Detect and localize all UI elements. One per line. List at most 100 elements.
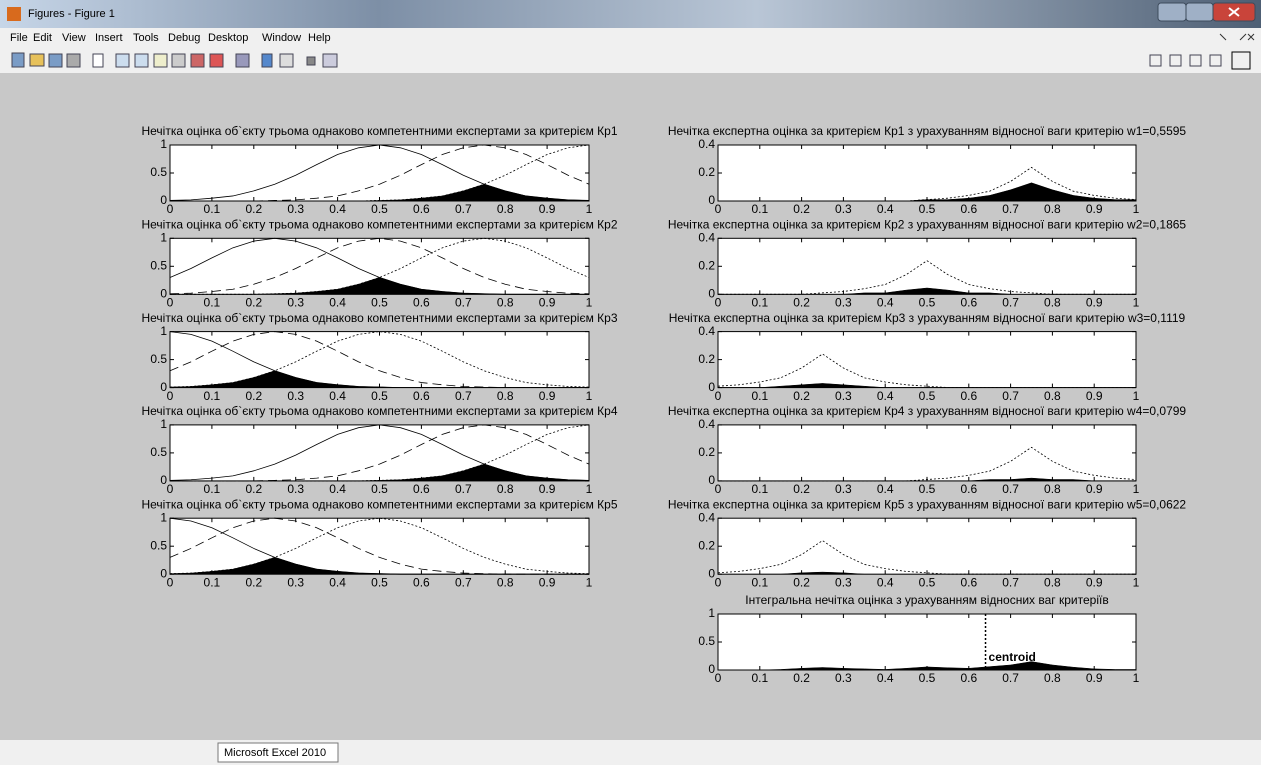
x-tick-label: 1	[586, 575, 593, 589]
x-tick-label: 0.2	[245, 202, 262, 216]
x-tick-label: 0.8	[1044, 671, 1061, 685]
x-tick-label: 0.8	[497, 389, 514, 403]
y-tick-label: 0	[160, 566, 167, 580]
menu-item[interactable]: View	[62, 32, 86, 44]
window-title: Figures - Figure 1	[28, 8, 115, 20]
menu-item[interactable]: Debug	[168, 32, 200, 44]
x-tick-label: 0.8	[1044, 482, 1061, 496]
x-tick-label: 0.5	[919, 202, 936, 216]
y-tick-label: 0	[708, 473, 715, 487]
y-tick-label: 0.5	[150, 445, 167, 459]
x-tick-label: 0.9	[1086, 575, 1103, 589]
x-tick-label: 0.3	[287, 202, 304, 216]
x-tick-label: 0.2	[245, 389, 262, 403]
menu-item[interactable]: Window	[262, 32, 301, 44]
x-tick-label: 0.1	[204, 389, 221, 403]
x-tick-label: 0.9	[539, 389, 556, 403]
x-tick-label: 0.5	[371, 575, 388, 589]
maximize-button[interactable]	[1186, 3, 1213, 21]
x-tick-label: 0.2	[793, 389, 810, 403]
x-tick-label: 0.6	[960, 295, 977, 309]
y-tick-label: 1	[708, 606, 715, 620]
centroid-label: centroid	[989, 650, 1036, 664]
menu-item[interactable]: Help	[308, 32, 331, 44]
x-tick-label: 0.3	[835, 202, 852, 216]
toolbar	[0, 47, 1261, 73]
x-tick-label: 0.6	[413, 482, 430, 496]
x-tick-label: 0.2	[793, 671, 810, 685]
x-tick-label: 1	[1133, 202, 1140, 216]
x-tick-label: 0	[167, 575, 174, 589]
x-tick-label: 0.1	[204, 482, 221, 496]
axes-background	[718, 238, 1136, 294]
x-tick-label: 0.4	[329, 202, 346, 216]
x-tick-label: 0.4	[877, 575, 894, 589]
x-tick-label: 0.7	[1002, 482, 1019, 496]
x-tick-label: 0	[715, 575, 722, 589]
y-tick-label: 0.5	[150, 538, 167, 552]
axes-background	[170, 425, 589, 481]
x-tick-label: 0	[715, 295, 722, 309]
chart-title: Нечітка експертна оцінка за критерієм Кр…	[668, 217, 1187, 231]
x-tick-label: 0	[167, 389, 174, 403]
chart-title: Нечітка оцінка об`єкту трьома однаково к…	[141, 124, 617, 138]
chart-title: Нечітка оцінка об`єкту трьома однаково к…	[141, 497, 617, 511]
x-tick-label: 0	[715, 482, 722, 496]
x-tick-label: 0.7	[1002, 295, 1019, 309]
title-bar	[0, 0, 1261, 28]
x-tick-label: 0	[167, 295, 174, 309]
x-tick-label: 0.4	[877, 202, 894, 216]
x-tick-label: 0.2	[793, 482, 810, 496]
x-tick-label: 0.8	[497, 295, 514, 309]
x-tick-label: 1	[586, 295, 593, 309]
x-tick-label: 0.4	[329, 575, 346, 589]
y-tick-label: 0.5	[150, 258, 167, 272]
x-tick-label: 0.3	[835, 671, 852, 685]
x-tick-label: 0.6	[960, 389, 977, 403]
x-tick-label: 0.9	[1086, 389, 1103, 403]
x-tick-label: 0.8	[1044, 202, 1061, 216]
y-tick-label: 0	[708, 566, 715, 580]
y-tick-label: 0	[160, 286, 167, 300]
axes-background	[718, 518, 1136, 574]
x-tick-label: 0.5	[919, 482, 936, 496]
menu-item[interactable]: File	[10, 32, 28, 44]
menu-item[interactable]: Tools	[133, 32, 159, 44]
x-tick-label: 0.9	[1086, 295, 1103, 309]
x-tick-label: 0.9	[1086, 671, 1103, 685]
x-tick-label: 0.5	[919, 671, 936, 685]
chart-title: Нечітка експертна оцінка за критерієм Кр…	[668, 124, 1187, 138]
axes-background	[718, 425, 1136, 481]
axes-background	[170, 332, 589, 388]
y-tick-label: 0	[160, 473, 167, 487]
y-tick-label: 0.2	[698, 258, 715, 272]
x-tick-label: 0.6	[960, 575, 977, 589]
x-tick-label: 0.3	[287, 482, 304, 496]
y-tick-label: 0.4	[698, 510, 715, 524]
x-tick-label: 0.7	[1002, 671, 1019, 685]
x-tick-label: 0.2	[793, 295, 810, 309]
x-tick-label: 0.3	[287, 389, 304, 403]
menu-item[interactable]: Edit	[33, 32, 52, 44]
x-tick-label: 0.6	[413, 575, 430, 589]
y-tick-label: 0	[708, 380, 715, 394]
x-tick-label: 0.5	[919, 575, 936, 589]
menu-item[interactable]: Desktop	[208, 32, 248, 44]
chart-title: Нечітка оцінка об`єкту трьома однаково к…	[141, 311, 617, 325]
x-tick-label: 0.1	[751, 671, 768, 685]
y-tick-label: 1	[160, 510, 167, 524]
x-tick-label: 0.5	[371, 482, 388, 496]
y-tick-label: 0.4	[698, 137, 715, 151]
x-tick-label: 0.1	[751, 295, 768, 309]
chart-title: Нечітка експертна оцінка за критерієм Кр…	[669, 311, 1186, 325]
status-bar	[0, 740, 1261, 765]
y-tick-label: 0	[708, 286, 715, 300]
y-tick-label: 1	[160, 417, 167, 431]
x-tick-label: 0.5	[371, 389, 388, 403]
minimize-button[interactable]	[1158, 3, 1186, 21]
axes-background	[718, 332, 1136, 388]
y-tick-label: 1	[160, 137, 167, 151]
x-tick-label: 0.6	[413, 202, 430, 216]
menu-item[interactable]: Insert	[95, 32, 123, 44]
x-tick-label: 0.7	[455, 295, 472, 309]
